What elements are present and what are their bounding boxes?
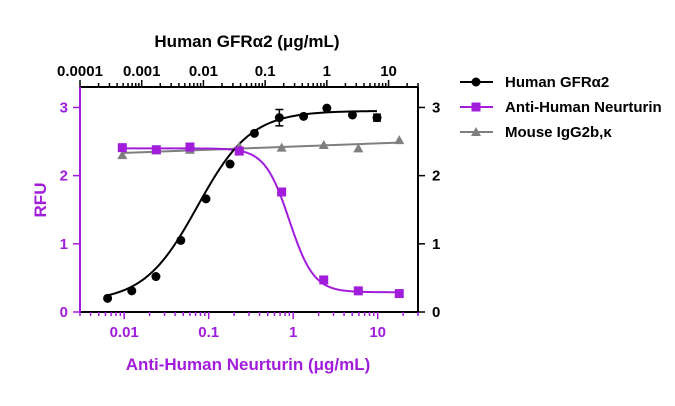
data-point-anti-human-neurturin (394, 289, 404, 299)
legend-item-human-gfra2: Human GFRα2 (460, 74, 609, 91)
data-point-anti-human-neurturin (353, 286, 363, 296)
data-point-human-gfra2 (322, 103, 332, 113)
data-point-human-gfra2 (103, 293, 113, 303)
bottom-axis-title: Anti-Human Neurturin (μg/mL) (126, 355, 371, 374)
left-tick-label: 2 (60, 168, 68, 185)
data-point-mouse-igg2b (318, 139, 329, 149)
right-tick-label: 1 (432, 236, 440, 253)
fit-curve-mouse-igg2b (122, 141, 400, 154)
top-tick-label: 0.001 (123, 63, 161, 80)
data-point-human-gfra2 (127, 286, 137, 296)
left-tick-label: 1 (60, 236, 68, 253)
legend-label: Human GFRα2 (505, 74, 609, 91)
legend-item-mouse-igg2b: Mouse IgG2b,κ (460, 124, 612, 141)
data-point-human-gfra2 (347, 110, 357, 120)
legend-marker-triangle (471, 127, 481, 136)
axes: 0.0001 0.001 0.01 0.1 1 10 0.01 0.1 1 10 0 1 2 3 0 1 2 3 (57, 63, 440, 341)
data-point-human-gfra2 (372, 113, 382, 123)
bottom-tick-label: 1 (289, 324, 297, 341)
data-point-human-gfra2 (299, 111, 309, 121)
data-point-anti-human-neurturin (277, 187, 287, 197)
top-tick-label: 1 (323, 63, 331, 80)
data-point-anti-human-neurturin (185, 142, 195, 152)
legend-marker-circle (471, 77, 481, 87)
data-point-mouse-igg2b (394, 135, 405, 145)
data-point-anti-human-neurturin (319, 275, 329, 285)
left-axis-title: RFU (31, 183, 50, 218)
data-point-anti-human-neurturin (151, 145, 161, 155)
bottom-tick-label: 0.1 (198, 324, 219, 341)
data-point-human-gfra2 (201, 194, 211, 204)
right-tick-label: 2 (432, 168, 440, 185)
top-tick-label: 10 (380, 63, 397, 80)
bottom-tick-label: 10 (369, 324, 386, 341)
data-point-mouse-igg2b (276, 142, 287, 152)
data-point-human-gfra2 (151, 272, 161, 282)
left-tick-label: 3 (60, 99, 68, 116)
legend-marker-square (471, 102, 481, 112)
right-tick-label: 3 (432, 99, 440, 116)
legend-label: Anti-Human Neurturin (505, 99, 662, 116)
top-tick-label: 0.01 (189, 63, 218, 80)
bottom-tick-label: 0.01 (110, 324, 139, 341)
top-axis-title: Human GFRα2 (μg/mL) (154, 32, 339, 51)
data-point-mouse-igg2b (353, 143, 364, 153)
fit-curves (107, 110, 400, 297)
data-points (103, 103, 405, 303)
top-tick-label: 0.1 (255, 63, 276, 80)
right-tick-label: 0 (432, 304, 440, 321)
data-point-anti-human-neurturin (234, 146, 244, 156)
data-point-human-gfra2 (249, 128, 259, 138)
legend-label: Mouse IgG2b,κ (505, 124, 612, 141)
fit-curve-anti-human-neurturin (122, 147, 400, 294)
data-point-human-gfra2 (176, 235, 186, 245)
legend-item-anti-human-neurturin: Anti-Human Neurturin (460, 99, 662, 116)
left-tick-label: 0 (60, 304, 68, 321)
data-point-human-gfra2 (225, 159, 235, 169)
fit-curve-human-gfra2 (107, 110, 378, 297)
data-point-anti-human-neurturin (117, 143, 127, 153)
legend: Human GFRα2 Anti-Human Neurturin Mouse I… (460, 74, 662, 141)
data-point-human-gfra2 (274, 113, 284, 123)
data-point-mouse-igg2b (117, 150, 128, 160)
top-tick-label: 0.0001 (57, 63, 103, 80)
